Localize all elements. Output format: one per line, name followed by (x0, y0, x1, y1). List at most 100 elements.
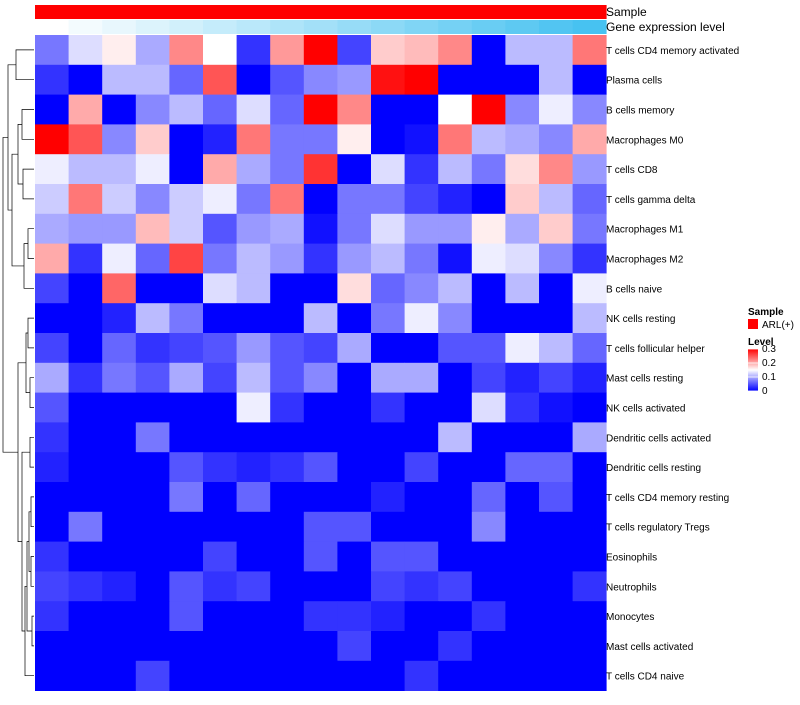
heatmap-cell (572, 333, 607, 364)
heatmap-cell (505, 35, 540, 66)
heatmap-cell (68, 362, 103, 393)
heatmap-cell (270, 213, 305, 244)
annotation-expression-cell (471, 20, 506, 34)
heatmap-cell (169, 154, 204, 185)
row-label: T cells CD4 memory resting (606, 493, 729, 504)
heatmap-cell (169, 213, 204, 244)
heatmap-cell (438, 94, 473, 125)
heatmap-cell (438, 422, 473, 453)
heatmap-cell (505, 541, 540, 572)
heatmap-cell (371, 303, 405, 334)
heatmap-cell (35, 94, 69, 125)
heatmap-cell (371, 392, 405, 423)
heatmap-cell (270, 94, 305, 125)
heatmap-cell (337, 273, 372, 304)
heatmap-cell (35, 452, 69, 483)
heatmap-cell (371, 511, 405, 542)
heatmap-cell (68, 154, 103, 185)
heatmap-cell (203, 601, 237, 632)
heatmap-cell (35, 571, 69, 602)
heatmap-cell (539, 452, 573, 483)
heatmap-cell (572, 511, 607, 542)
heatmap-cell (303, 213, 338, 244)
heatmap-cell (270, 631, 305, 662)
heatmap-cell (471, 64, 506, 95)
heatmap-cell (102, 303, 137, 334)
heatmap-cell (135, 124, 170, 155)
heatmap-cell (438, 154, 473, 185)
heatmap-cell (203, 482, 237, 513)
heatmap-cell (270, 392, 305, 423)
row-label: Eosinophils (606, 553, 657, 564)
legend-level-title: Level (748, 337, 774, 348)
heatmap-cell (203, 660, 237, 691)
heatmap-cell (438, 243, 473, 274)
heatmap-cell (572, 184, 607, 215)
heatmap-cell (505, 94, 540, 125)
heatmap-cell (68, 422, 103, 453)
heatmap-cell (102, 213, 137, 244)
heatmap-cell (135, 213, 170, 244)
heatmap-cell (505, 571, 540, 602)
dendrogram-branch (29, 436, 34, 468)
annotation-expression-cell (572, 20, 607, 34)
heatmap-cell (404, 213, 439, 244)
heatmap-cell (572, 482, 607, 513)
heatmap-cell (337, 243, 372, 274)
heatmap-cell (270, 184, 305, 215)
heatmap-cell (438, 392, 473, 423)
heatmap-cell (270, 452, 305, 483)
heatmap-cell (505, 422, 540, 453)
heatmap-cell (203, 184, 237, 215)
heatmap-cell (203, 243, 237, 274)
heatmap-cell (68, 303, 103, 334)
heatmap-cell (337, 601, 372, 632)
row-label: Mast cells activated (606, 642, 693, 653)
heatmap-cell (102, 184, 137, 215)
heatmap-cell (270, 35, 305, 66)
heatmap-cell (404, 601, 439, 632)
heatmap-cell (35, 213, 69, 244)
heatmap-cell (471, 601, 506, 632)
heatmap-cell (203, 154, 237, 185)
row-label: T cells follicular helper (606, 344, 705, 355)
annotation-expression-cell (203, 20, 237, 34)
heatmap-cell (572, 541, 607, 572)
heatmap-cell (68, 482, 103, 513)
heatmap-cell (471, 482, 506, 513)
heatmap-cell (169, 94, 204, 125)
heatmap-cell (471, 422, 506, 453)
heatmap-cell (102, 452, 137, 483)
heatmap-cell (169, 243, 204, 274)
heatmap-cell (203, 571, 237, 602)
heatmap-cell (135, 154, 170, 185)
heatmap-cell (169, 392, 204, 423)
heatmap-cell (270, 154, 305, 185)
annotation-sample-cell (270, 5, 305, 19)
heatmap-cell (102, 243, 137, 274)
heatmap-cell (471, 571, 506, 602)
heatmap-cell (438, 571, 473, 602)
heatmap-cell (371, 362, 405, 393)
heatmap-cell (236, 601, 271, 632)
heatmap-cell (102, 124, 137, 155)
heatmap-cell (270, 64, 305, 95)
heatmap-cell (337, 631, 372, 662)
heatmap-cell (68, 571, 103, 602)
row-labels: T cells CD4 memory activated Plasma cells… (606, 46, 739, 683)
heatmap-cell (169, 273, 204, 304)
heatmap-cell (68, 511, 103, 542)
heatmap-cell (371, 184, 405, 215)
heatmap-cell (572, 362, 607, 393)
annotation-expression-cell (169, 20, 204, 34)
heatmap-cell (572, 273, 607, 304)
heatmap-cell (337, 452, 372, 483)
dendrogram-branch (27, 228, 34, 259)
heatmap-cell (102, 362, 137, 393)
heatmap-cell (471, 184, 506, 215)
heatmap-cell (169, 362, 204, 393)
heatmap-cell (68, 392, 103, 423)
legend-tick-label: 0.3 (762, 344, 776, 355)
heatmap-cell (135, 184, 170, 215)
heatmap-cell (337, 184, 372, 215)
